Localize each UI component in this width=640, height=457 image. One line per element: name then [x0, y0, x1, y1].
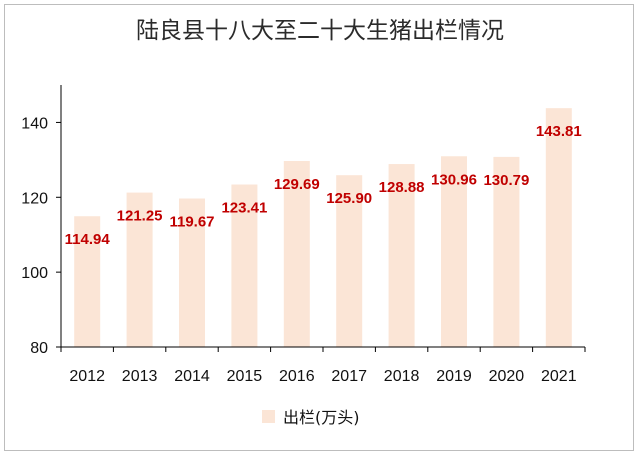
legend: 出栏(万头) [262, 408, 360, 427]
bar-2012 [74, 216, 101, 347]
data-label: 119.67 [169, 214, 214, 231]
data-label: 143.81 [536, 123, 582, 140]
y-tick-label: 140 [21, 115, 48, 132]
bar-2017 [336, 175, 363, 347]
data-label: 130.96 [431, 171, 477, 188]
x-tick-label: 2020 [489, 368, 525, 385]
plot-area: 80 100 120 140 2012 2013 2014 2015 2016 2017 2018 2… [21, 85, 586, 385]
data-label: 123.41 [221, 200, 267, 217]
chart-frame [4, 4, 634, 451]
y-tick-label: 80 [30, 340, 48, 357]
x-tick-label: 2019 [436, 368, 472, 385]
legend-swatch [262, 410, 275, 423]
x-tick-label: 2012 [69, 368, 105, 385]
x-tick-label: 2013 [122, 368, 158, 385]
bar-2015 [231, 184, 258, 347]
data-label: 125.90 [326, 190, 372, 207]
bar-2013 [126, 192, 153, 347]
bar-2018 [388, 164, 415, 347]
legend-label: 出栏(万头) [283, 408, 360, 427]
bar-2021 [545, 108, 572, 347]
data-label: 128.88 [379, 179, 425, 196]
data-label: 114.94 [65, 231, 111, 248]
bar-2016 [283, 161, 310, 347]
chart-title: 陆良县十八大至二十大生猪出栏情况 [136, 18, 504, 44]
x-tick-label: 2018 [384, 368, 420, 385]
y-tick-label: 120 [21, 190, 48, 207]
data-label: 130.79 [483, 172, 529, 189]
x-tick-label: 2015 [227, 368, 263, 385]
data-label: 129.69 [274, 176, 320, 193]
x-tick-label: 2014 [174, 368, 210, 385]
x-tick-label: 2016 [279, 368, 315, 385]
y-tick-label: 100 [21, 265, 48, 282]
bar-2019 [441, 156, 467, 347]
bar-2014 [179, 198, 205, 347]
data-label: 121.25 [117, 208, 163, 225]
x-tick-label: 2021 [541, 368, 577, 385]
x-tick-label: 2017 [331, 368, 367, 385]
bar-2020 [493, 156, 520, 347]
